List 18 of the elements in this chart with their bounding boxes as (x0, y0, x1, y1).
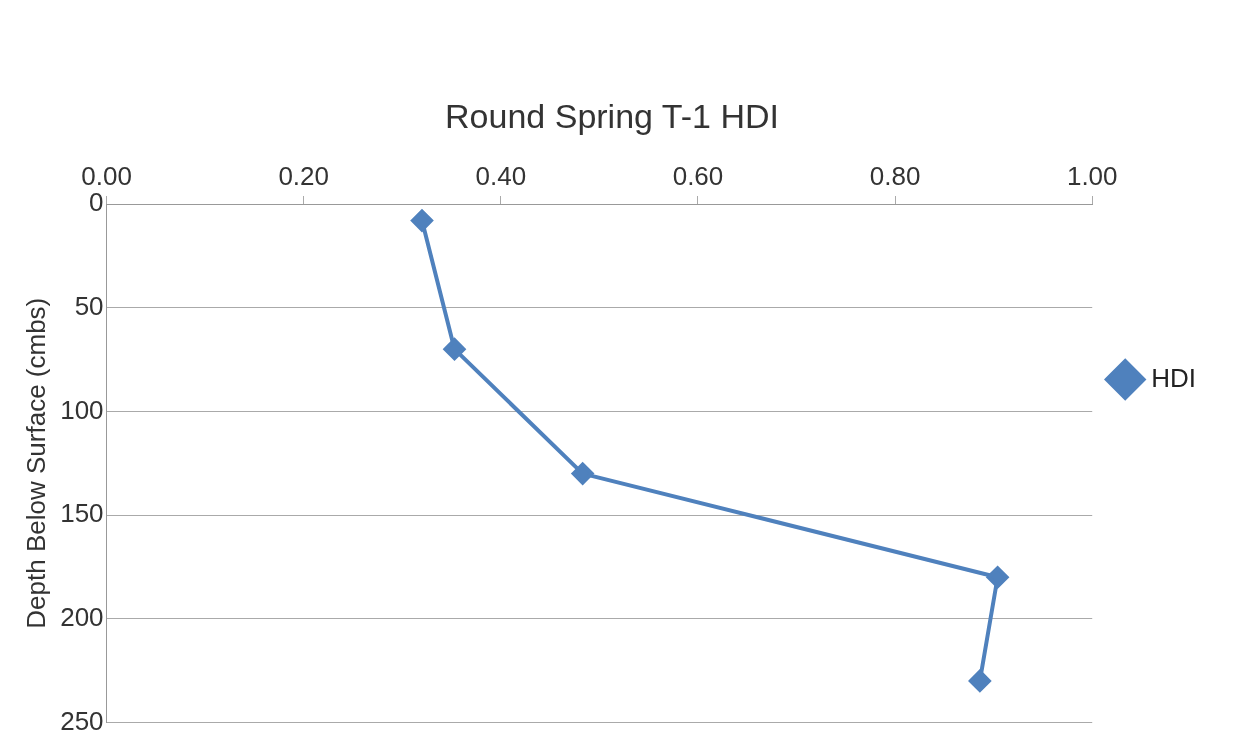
x-tick-label: 0.20 (278, 160, 330, 191)
point (571, 462, 594, 485)
y-tick-label: 250 (60, 705, 104, 736)
point (968, 669, 991, 692)
x-tick-label: 0.40 (475, 160, 527, 191)
point (410, 209, 433, 232)
y-tick-label: 150 (60, 498, 104, 529)
y-tick-label: 200 (60, 601, 104, 632)
x-tick-label: 0.60 (672, 160, 724, 191)
y-tick-label: 50 (74, 290, 104, 321)
legend-label: HDI (1151, 362, 1196, 393)
point (986, 566, 1009, 589)
point (443, 338, 466, 361)
x-tick-label: 0.80 (869, 160, 921, 191)
x-tick-label: 1.00 (1066, 160, 1118, 191)
chart-title: Round Spring T-1 HDI (445, 96, 779, 135)
y-axis-title: Depth Below Surface (cmbs) (20, 297, 51, 629)
y-tick-label: 100 (60, 394, 104, 425)
